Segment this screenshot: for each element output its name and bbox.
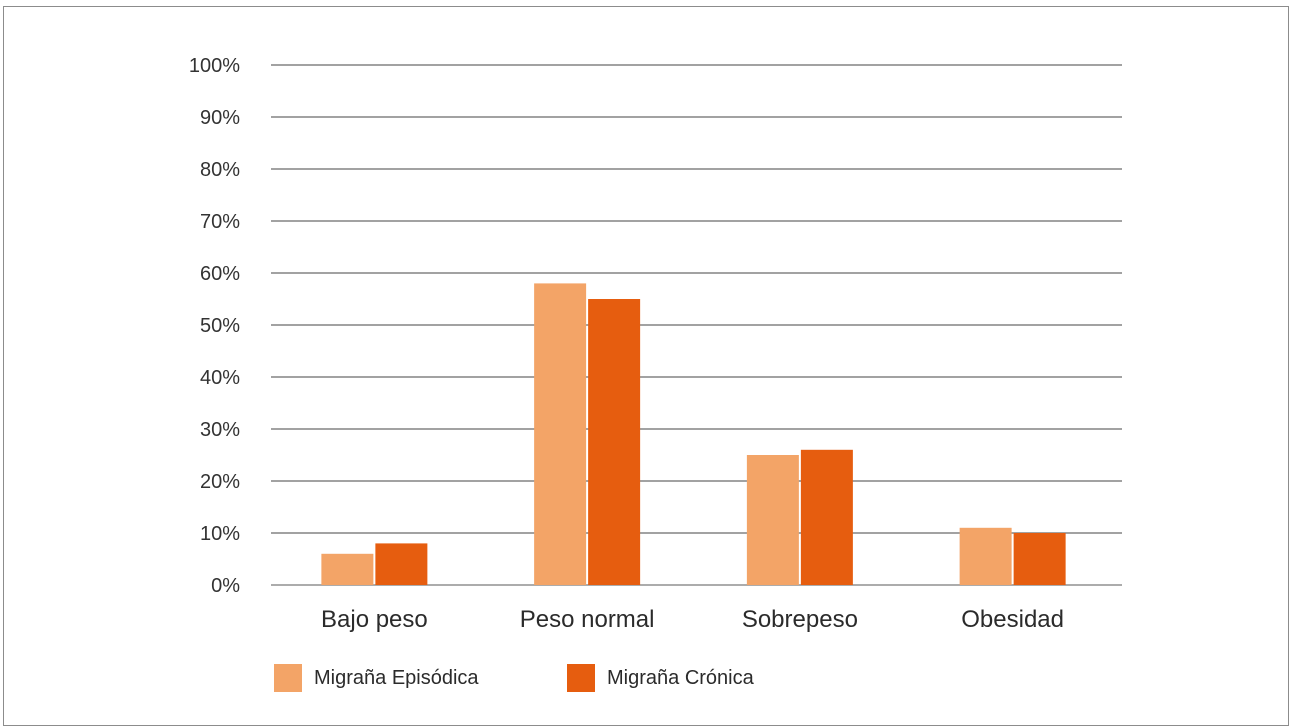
legend: Migraña Episódica Migraña Crónica — [274, 664, 755, 692]
y-tick-label: 60% — [200, 263, 240, 285]
legend-label: Migraña Episódica — [314, 667, 479, 689]
bar-episodica — [321, 553, 374, 585]
bar-cronica — [800, 449, 853, 585]
x-category-label: Bajo peso — [321, 606, 428, 633]
y-tick-label: 50% — [200, 315, 240, 337]
bars — [321, 283, 1066, 585]
bar-cronica — [375, 543, 428, 585]
y-tick-label: 100% — [189, 55, 240, 77]
x-category-label: Obesidad — [961, 606, 1064, 633]
x-category-label: Sobrepeso — [742, 606, 858, 633]
bar-episodica — [959, 527, 1012, 585]
bar-cronica — [1013, 533, 1066, 585]
y-tick-label: 20% — [200, 471, 240, 493]
y-tick-label: 90% — [200, 107, 240, 129]
legend-label: Migraña Crónica — [607, 667, 755, 689]
y-tick-label: 10% — [200, 523, 240, 545]
y-tick-label: 30% — [200, 419, 240, 441]
x-category-label: Peso normal — [520, 606, 655, 633]
y-tick-label: 80% — [200, 159, 240, 181]
legend-swatch — [274, 664, 302, 692]
x-axis-labels: Bajo peso Peso normal Sobrepeso Obesidad — [321, 606, 1064, 633]
gridlines — [271, 64, 1122, 586]
y-axis-ticks: 0% 10% 20% 30% 40% 50% 60% 70% 80% 90% 100% — [189, 55, 240, 597]
bar-cronica — [588, 299, 641, 585]
bar-episodica — [746, 455, 799, 585]
legend-swatch — [567, 664, 595, 692]
y-tick-label: 0% — [211, 575, 240, 597]
bar-episodica — [534, 283, 587, 585]
y-tick-label: 40% — [200, 367, 240, 389]
y-tick-label: 70% — [200, 211, 240, 233]
